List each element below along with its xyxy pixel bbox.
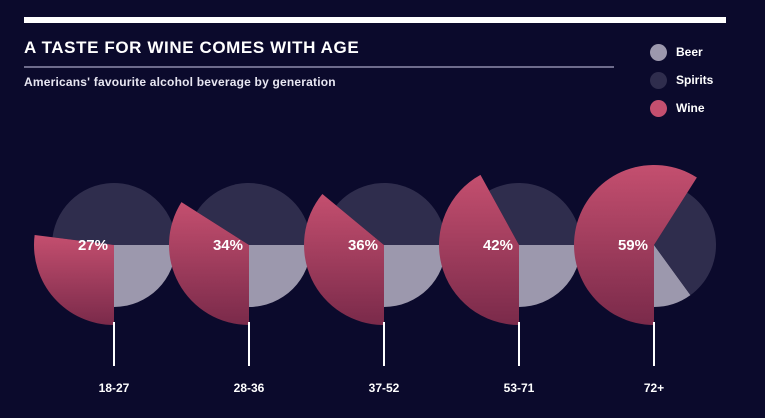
category-label-18-27: 18-27 xyxy=(99,381,130,395)
slice-spirits-28-36 xyxy=(196,182,311,245)
title-rule xyxy=(24,66,614,68)
slice-wine-37-52 xyxy=(304,194,384,325)
data-label-72+: 59% xyxy=(618,237,648,254)
legend-swatch-beer xyxy=(650,43,667,61)
pie-72+: 59% 72+ xyxy=(574,165,716,395)
slice-wine-28-36 xyxy=(168,202,249,325)
legend-swatch-wine xyxy=(650,99,667,117)
chart-title: A TASTE FOR WINE COMES WITH AGE xyxy=(24,38,360,57)
legend-item-beer: Beer xyxy=(650,38,713,66)
slice-spirits-18-27 xyxy=(52,183,176,245)
pie-28-36: 34% 28-36 xyxy=(168,182,311,395)
top-bar xyxy=(24,17,726,23)
data-label-28-36: 34% xyxy=(213,237,243,254)
legend-label-wine: Wine xyxy=(676,101,705,115)
pie-53-71: 42% 53-71 xyxy=(439,174,581,395)
slice-spirits-37-52 xyxy=(336,183,446,245)
category-label-28-36: 28-36 xyxy=(234,381,265,395)
data-label-37-52: 36% xyxy=(348,237,378,254)
slice-wine-72+ xyxy=(574,165,697,325)
data-label-18-27: 27% xyxy=(78,237,108,254)
slice-wine-18-27 xyxy=(33,234,114,325)
category-label-53-71: 53-71 xyxy=(504,381,535,395)
legend-label-beer: Beer xyxy=(676,45,703,59)
slice-beer-28-36 xyxy=(249,245,311,307)
slice-spirits-53-71 xyxy=(489,183,581,245)
legend-label-spirits: Spirits xyxy=(676,73,714,87)
slice-wine-53-71 xyxy=(439,174,519,325)
category-label-72+: 72+ xyxy=(644,381,664,395)
legend-swatch-spirits xyxy=(650,71,667,89)
category-label-37-52: 37-52 xyxy=(369,381,400,395)
slice-beer-53-71 xyxy=(519,245,581,307)
chart-subtitle: Americans' favourite alcohol beverage by… xyxy=(24,75,336,89)
slice-beer-72+ xyxy=(654,245,691,307)
slice-beer-18-27 xyxy=(114,245,176,307)
pie-18-27: 27% 18-27 xyxy=(33,183,176,395)
pie-37-52: 36% 37-52 xyxy=(304,183,446,395)
slice-spirits-72+ xyxy=(654,192,716,296)
slice-beer-37-52 xyxy=(384,245,446,307)
legend-item-spirits: Spirits xyxy=(650,66,713,94)
data-label-53-71: 42% xyxy=(483,237,513,254)
legend-item-wine: Wine xyxy=(650,94,713,122)
legend: Beer Spirits Wine xyxy=(650,38,713,122)
